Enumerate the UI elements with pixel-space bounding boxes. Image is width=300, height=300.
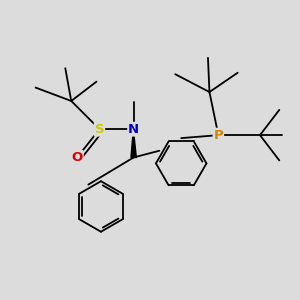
Text: P: P	[214, 129, 223, 142]
Text: N: N	[128, 123, 139, 136]
Text: S: S	[95, 123, 104, 136]
Text: O: O	[72, 151, 83, 164]
Polygon shape	[131, 129, 136, 158]
